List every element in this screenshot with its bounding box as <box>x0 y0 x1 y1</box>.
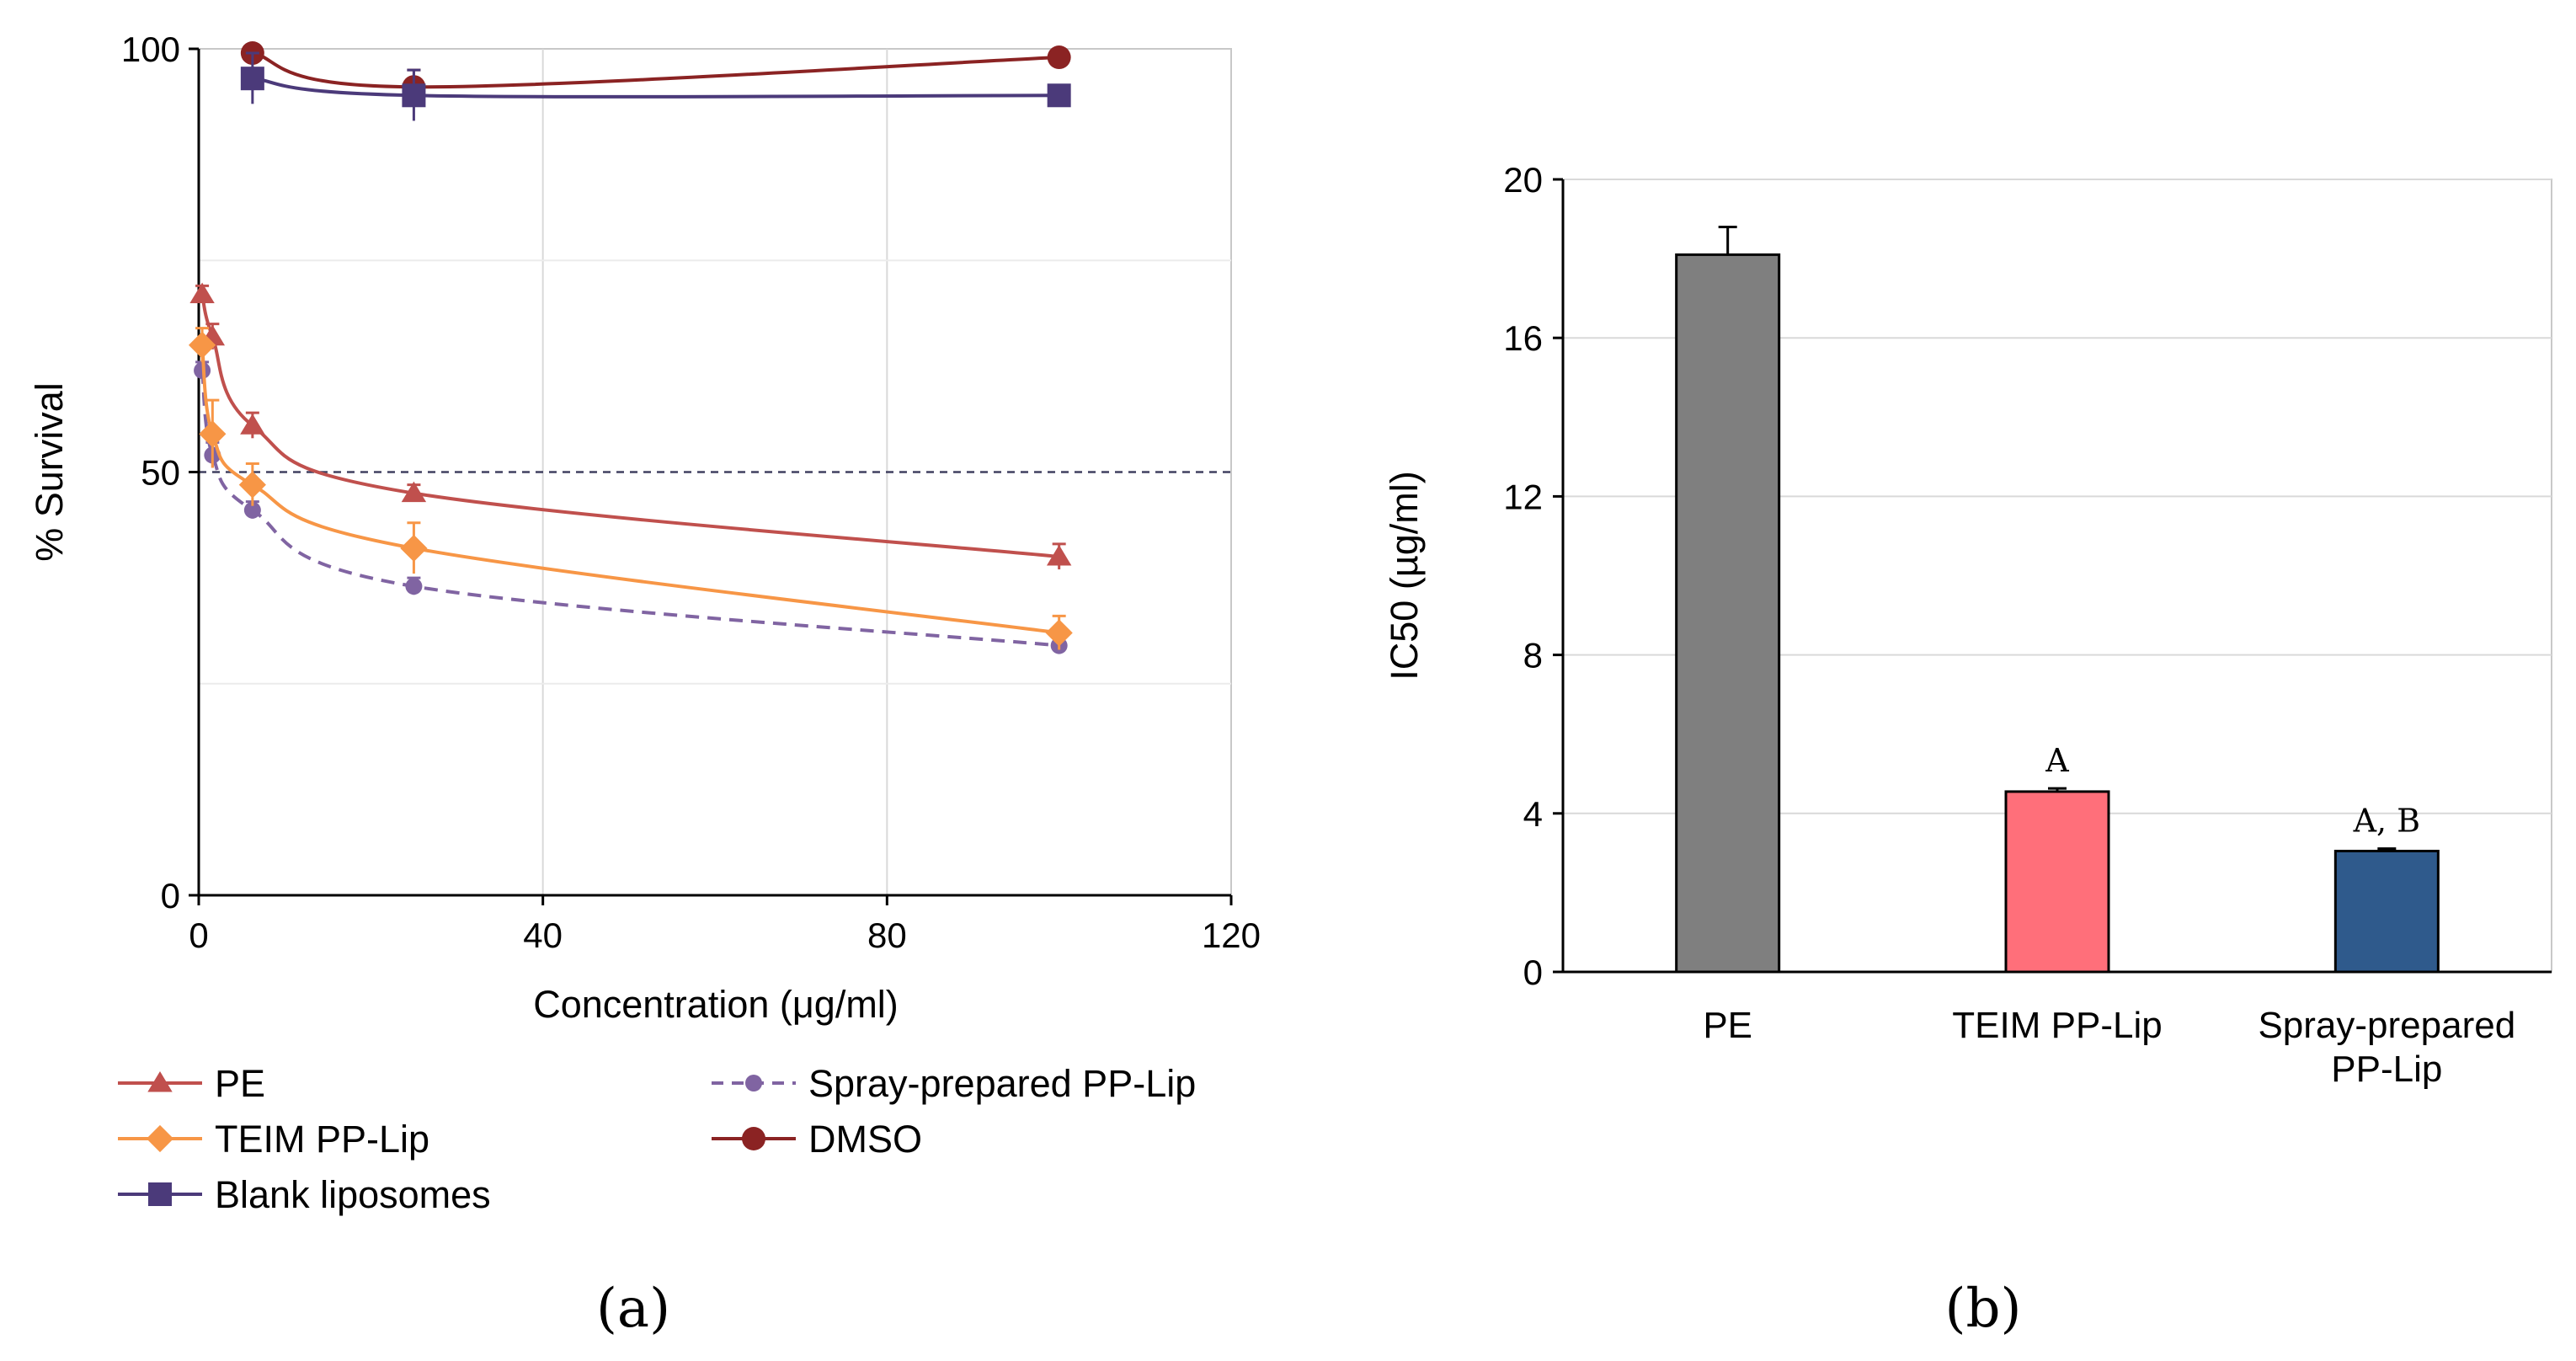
bar-annotation-1: A <box>2045 742 2069 779</box>
legend-marker-blank <box>148 1182 172 1206</box>
legend-marker-dmso <box>742 1127 765 1150</box>
chart-a-y-axis-label: % Survival <box>28 382 71 562</box>
chart-b-category-label-2: PP-Lip <box>2331 1049 2442 1090</box>
data-point-pe <box>240 414 265 435</box>
chart-a-gridlines <box>198 48 1232 896</box>
data-point-spray <box>243 501 261 519</box>
legend-marker-teim <box>146 1124 174 1153</box>
chart-b-category-label-2: Spray-prepared <box>2258 1005 2515 1046</box>
bar-annotation-2: A, B <box>2353 803 2421 840</box>
chart-b-bars: A A, B <box>1675 225 2440 974</box>
legend-marker-pe <box>147 1071 173 1092</box>
chart-a-x-tick-label: 120 <box>1202 915 1261 955</box>
legend-label-teim: TEIM PP-Lip <box>215 1118 429 1161</box>
series-line-dmso <box>252 51 1059 89</box>
chart-b-y-tick-label: 0 <box>1523 953 1543 992</box>
chart-b-category-label-1: TEIM PP-Lip <box>1952 1005 2162 1046</box>
chart-a-x-tick-label: 80 <box>867 915 907 955</box>
chart-a-x-tick-label: 40 <box>523 915 563 955</box>
chart-a-y-tick-label: 0 <box>161 876 180 915</box>
chart-b-y-tick-label: 12 <box>1503 477 1543 516</box>
chart-a-x-tick-label: 0 <box>189 915 208 955</box>
legend-label-dmso: DMSO <box>808 1118 922 1161</box>
chart-b-y-axis-label: IC50 (µg/ml) <box>1383 471 1426 680</box>
chart-b-y-tick-label: 8 <box>1523 636 1543 675</box>
data-point-teim <box>1045 619 1073 647</box>
bar-1 <box>2004 790 2110 974</box>
data-point-pe <box>189 282 215 303</box>
data-point-teim <box>400 534 428 563</box>
panel-a-label: (a) <box>596 1278 670 1340</box>
series-line-blank <box>252 77 1059 99</box>
data-point-dmso <box>1047 45 1071 70</box>
legend-label-spray: Spray-prepared PP-Lip <box>808 1062 1196 1105</box>
data-point-teim <box>188 331 216 359</box>
legend-label-pe: PE <box>215 1062 265 1105</box>
chart-a-y-tick-label: 100 <box>121 29 180 69</box>
data-point-pe <box>1046 545 1072 566</box>
data-point-blank <box>1047 83 1071 108</box>
chart-b-y-tick-label: 4 <box>1523 794 1543 834</box>
chart-b-category-label-0: PE <box>1703 1005 1752 1046</box>
data-point-pe <box>401 481 427 503</box>
chart-a-legend: PE TEIM PP-Lip Blank liposomes Spray-prepar… <box>118 1062 1196 1216</box>
chart-a-series-group <box>188 41 1073 654</box>
chart-a-x-axis-label: Concentration (μg/ml) <box>533 983 899 1026</box>
legend-label-blank: Blank liposomes <box>215 1173 491 1216</box>
bar-0 <box>1675 253 1781 974</box>
data-point-teim <box>199 420 227 448</box>
data-point-spray <box>405 578 423 595</box>
chart-a-axes: 0 40 80 120 0 50 100 Concentration (μg/ml) % Sur… <box>28 29 1261 1026</box>
series-line-spray <box>200 370 1059 648</box>
data-point-blank <box>240 67 264 91</box>
panel-b-label: (b) <box>1945 1278 2022 1340</box>
chart-a-y-tick-label: 50 <box>141 453 180 493</box>
chart-a-survival: 0 40 80 120 0 50 100 Concentration (μg/ml) % Sur… <box>28 29 1261 1216</box>
chart-b-y-tick-label: 20 <box>1503 160 1543 200</box>
chart-b-y-tick-label: 16 <box>1503 318 1543 358</box>
data-point-blank <box>402 83 426 108</box>
legend-marker-spray <box>745 1075 762 1091</box>
bar-2 <box>2333 849 2440 974</box>
data-point-teim <box>238 471 266 499</box>
